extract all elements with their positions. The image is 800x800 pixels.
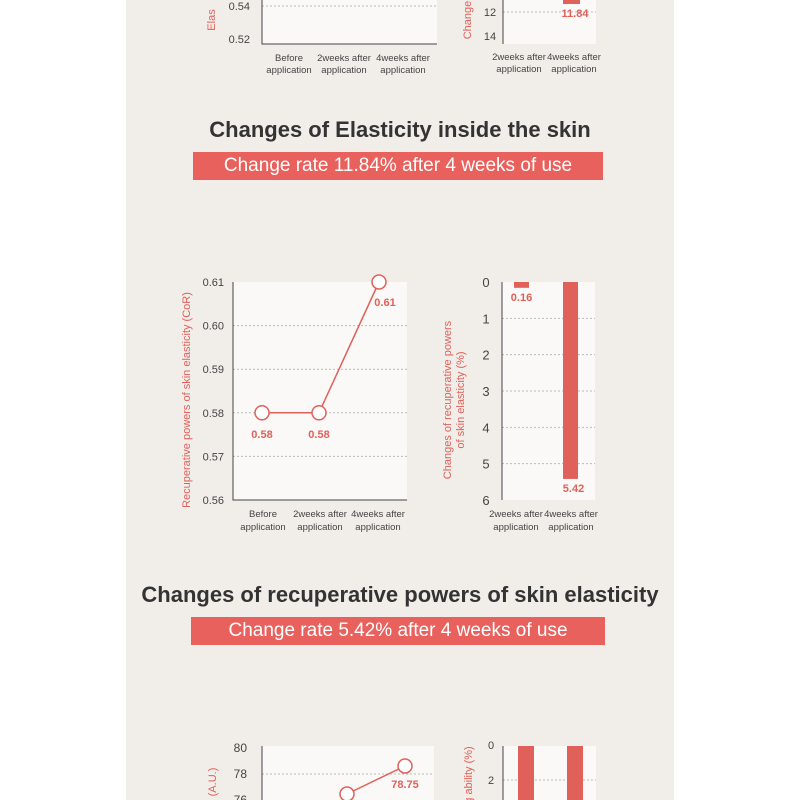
data-point — [254, 405, 270, 421]
mid-line-plot-area — [233, 282, 407, 500]
mid-bar-gridlines — [502, 317, 595, 465]
mid-bar-bars: 0.16 5.42 — [511, 282, 584, 495]
x-tick: application — [321, 65, 366, 76]
bar — [518, 746, 534, 800]
bottom-bar-chart: 0 2 g ability (%) — [463, 740, 596, 800]
y-axis-label: g ability (%) — [463, 746, 475, 800]
bar — [563, 282, 578, 479]
x-tick: application — [266, 65, 311, 76]
section-heading: Changes of recuperative powers of skin e… — [141, 582, 659, 607]
x-tick: 4weeks after — [351, 509, 405, 520]
y-tick: 12 — [484, 7, 496, 19]
y-tick: 0.58 — [203, 408, 224, 420]
bar-value-label: 0.16 — [511, 292, 532, 304]
change-rate-banner: Change rate 5.42% after 4 weeks of use — [191, 617, 605, 645]
top-line-chart: 0.54 0.52 Elas Before application 2weeks… — [206, 0, 437, 76]
x-tick: application — [551, 64, 596, 75]
x-tick: application — [493, 522, 538, 533]
x-tick: Before — [249, 509, 277, 520]
top-line-plot-area — [262, 0, 437, 44]
data-point — [397, 758, 413, 774]
top-line-axes — [261, 0, 437, 45]
y-tick: 78 — [234, 767, 248, 781]
series-line — [346, 765, 406, 795]
x-tick: application — [548, 522, 593, 533]
mid-line-x-ticks: Before application 2weeks after application… — [240, 509, 405, 533]
x-tick: 4weeks after — [376, 53, 430, 64]
top-bar-chart: 11.84 12 14 Change 2weeks after applicat… — [462, 0, 601, 75]
mid-line-y-ticks: 0.61 0.60 0.59 0.58 0.57 0.56 — [203, 277, 224, 507]
y-tick: 1 — [482, 311, 489, 326]
change-rate-banner: Change rate 11.84% after 4 weeks of use — [193, 152, 603, 180]
y-tick: 2 — [488, 775, 494, 787]
x-tick: 2weeks after — [489, 509, 543, 520]
data-point — [339, 786, 355, 800]
y-tick: 0.52 — [229, 34, 250, 46]
y-tick: 0.59 — [203, 364, 224, 376]
x-tick: 2weeks after — [293, 509, 347, 520]
x-tick: Before — [275, 53, 303, 64]
x-tick: 4weeks after — [544, 509, 598, 520]
y-axis-label: Elas — [206, 9, 218, 31]
mid-line-axes — [232, 282, 407, 501]
y-axis-label: Recuperative powers of skin elasticity (… — [181, 292, 193, 508]
x-tick: 2weeks after — [492, 52, 546, 63]
bar-value-label: 11.84 — [562, 8, 590, 20]
mid-bar-x-ticks: 2weeks after application 4weeks after appli… — [489, 509, 598, 533]
y-tick: 0 — [488, 740, 494, 752]
mid-bar-y-ticks: 0 1 2 3 4 5 6 — [482, 275, 489, 508]
bar-value-label: 5.42 — [563, 483, 584, 495]
x-tick: 4weeks after — [547, 52, 601, 63]
y-tick: 0.61 — [203, 277, 224, 289]
bar — [563, 0, 580, 4]
top-bar-plot-area — [503, 0, 596, 44]
y-axis-label: (A.U.) — [207, 768, 219, 797]
y-axis-label-line2: of skin elasticity (%) — [455, 351, 467, 448]
y-axis-label-line1: Changes of recuperative powers — [442, 320, 454, 479]
section-heading: Changes of Elasticity inside the skin — [209, 117, 591, 142]
y-tick: 4 — [482, 420, 489, 435]
x-tick: application — [380, 65, 425, 76]
data-label: 0.58 — [308, 429, 329, 441]
data-label: 0.61 — [374, 297, 395, 309]
bottom-line-chart: 80 78 76 (A.U.) 78.75 — [207, 741, 434, 800]
y-tick: 3 — [482, 384, 489, 399]
mid-bar-chart: 0 1 2 3 4 5 6 Changes of recuperative powers o… — [442, 275, 598, 533]
y-tick: 0.57 — [203, 451, 224, 463]
x-tick: 2weeks after — [317, 53, 371, 64]
mid-line-chart: 0.61 0.60 0.59 0.58 0.57 0.56 Recuperative po… — [181, 274, 407, 533]
y-tick: 76 — [234, 793, 248, 800]
y-tick: 0.56 — [203, 495, 224, 507]
data-label: 78.75 — [391, 779, 419, 791]
x-tick: application — [240, 522, 285, 533]
y-tick: 80 — [234, 741, 248, 755]
y-tick: 2 — [482, 348, 489, 363]
y-tick: 14 — [484, 31, 496, 43]
data-point — [311, 405, 327, 421]
y-axis-label: Change — [462, 1, 474, 40]
data-point — [371, 274, 387, 290]
x-tick: application — [355, 522, 400, 533]
x-tick: application — [496, 64, 541, 75]
y-tick: 0.54 — [229, 1, 250, 13]
bar — [514, 282, 529, 288]
y-tick: 5 — [482, 457, 489, 472]
bar — [567, 746, 583, 800]
y-tick: 0 — [482, 275, 489, 290]
data-label: 0.58 — [251, 429, 272, 441]
x-tick: application — [297, 522, 342, 533]
mid-line-points: 0.58 0.58 0.61 — [251, 274, 396, 441]
y-tick: 0.60 — [203, 321, 224, 333]
y-tick: 6 — [482, 493, 489, 508]
